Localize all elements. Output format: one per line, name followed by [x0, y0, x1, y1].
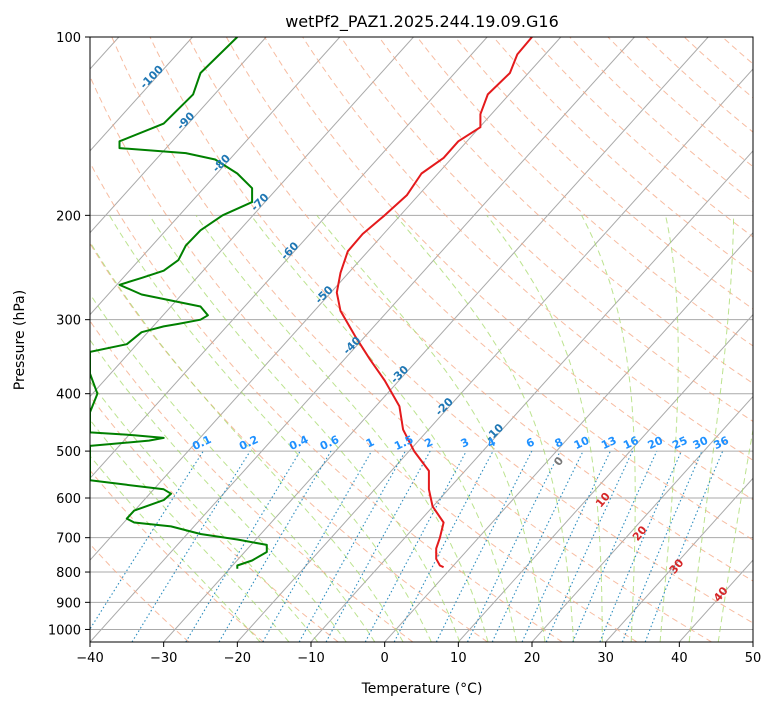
moist-adiabat-4 — [108, 215, 432, 642]
dry-adiabat-80 — [264, 37, 753, 501]
moist-adiabat--20 — [90, 455, 261, 642]
moist-adiabat-0 — [90, 241, 404, 642]
moist-adiabat-44 — [717, 427, 753, 642]
dry-adiabat-140 — [493, 37, 753, 274]
axes: −40 −30 −20 −10 0 10 20 30 40 50 1000 900 800 700 600 5… — [48, 31, 761, 666]
isotherm--90 — [90, 37, 267, 234]
x-tick-label: 10 — [450, 651, 467, 666]
plot-frame — [89, 36, 754, 643]
mixing-ratio-line-15 — [599, 450, 682, 642]
mixing-ratio-line-13 — [545, 450, 633, 642]
dry-adiabat-70 — [225, 37, 753, 541]
dry-adiabat-50 — [149, 37, 753, 624]
y-axis-label: Pressure (hPa) — [12, 290, 28, 390]
mixing-ratio-line-12 — [521, 450, 611, 642]
mixing-ratio-label: 16 — [621, 434, 641, 452]
x-tick-label: −30 — [150, 651, 177, 666]
moist-adiabat--8 — [90, 339, 347, 642]
mixing-ratio-label: 13 — [599, 434, 618, 452]
isotherm--60 — [90, 37, 488, 480]
dry-adiabat-0 — [90, 320, 414, 642]
dry-adiabat-20 — [90, 161, 563, 642]
x-tick-label: 50 — [745, 651, 762, 666]
y-tick-label: 800 — [56, 566, 81, 581]
x-tick-label: 0 — [381, 651, 389, 666]
dry-adiabat-40 — [111, 37, 712, 642]
isotherm--70 — [90, 37, 414, 398]
dewpoint-profile-line — [90, 37, 268, 569]
mixing-ratio-line-2 — [185, 450, 301, 642]
y-tick-label: 1000 — [48, 623, 81, 638]
x-tick-label: 40 — [671, 651, 688, 666]
mixing-ratio-line-6 — [325, 450, 431, 642]
profile-lines — [90, 37, 533, 569]
moist-adiabat-28 — [486, 214, 603, 642]
mixing-ratio-line-3 — [218, 450, 332, 642]
isotherm-0 — [384, 231, 753, 642]
isotherm--10 — [310, 150, 753, 642]
isotherm--100 — [90, 37, 193, 152]
mixing-ratio-label: 36 — [712, 434, 732, 452]
moist-adiabat-32 — [581, 215, 636, 642]
mixing-ratio-line-4 — [262, 450, 373, 642]
moist-adiabat-8 — [148, 215, 461, 642]
moist-adiabat-24 — [395, 214, 575, 642]
y-tick-label: 500 — [56, 445, 81, 460]
background-lines — [90, 37, 753, 642]
moist-adiabat-12 — [195, 215, 489, 642]
dry-adiabat--10 — [90, 395, 339, 642]
isotherm--80 — [90, 37, 341, 316]
x-tick-label: −10 — [297, 651, 324, 666]
mixing-ratio-line-16 — [621, 450, 703, 642]
mixing-ratio-label: 20 — [646, 434, 666, 452]
mixing-ratio-label: 10 — [572, 434, 592, 452]
moist-adiabat--16 — [90, 419, 290, 642]
x-axis-label: Temperature (°C) — [361, 681, 483, 697]
y-tick-label: 600 — [56, 492, 81, 507]
moist-adiabat--4 — [90, 293, 376, 642]
y-tick-label: 700 — [56, 532, 81, 547]
mixing-ratio-label: 25 — [670, 434, 689, 452]
isotherm--40 — [90, 37, 635, 642]
mixing-ratio-line-10 — [467, 450, 561, 642]
mixing-ratio-label: 30 — [691, 434, 711, 452]
isotherm--50 — [90, 37, 562, 561]
y-tick-label: 200 — [56, 209, 81, 224]
moist-adiabat-20 — [316, 214, 546, 642]
dry-adiabat-10 — [90, 242, 488, 642]
x-tick-label: 30 — [597, 651, 614, 666]
dry-adiabat-110 — [378, 37, 753, 385]
y-tick-label: 100 — [56, 31, 81, 46]
isotherm-20 — [531, 395, 753, 642]
dry-adiabat-130 — [454, 37, 753, 310]
mixing-ratio-line-0 — [90, 450, 204, 631]
isotherm--20 — [236, 68, 753, 642]
y-tick-label: 900 — [56, 596, 81, 611]
x-tick-label: −20 — [224, 651, 251, 666]
chart-title: wetPf2_PAZ1.2025.244.19.09.G16 — [285, 12, 559, 32]
mixing-ratio-line-1 — [131, 450, 251, 642]
temperature-profile-line — [335, 37, 533, 569]
dry-adiabat-100 — [340, 37, 753, 423]
moist-adiabat-40 — [688, 215, 735, 642]
dry-adiabat-170 — [607, 37, 753, 168]
y-tick-label: 400 — [56, 388, 81, 403]
dry-adiabat-120 — [416, 37, 753, 347]
mixing-ratio-line-5 — [298, 450, 406, 642]
dry-adiabat-60 — [187, 37, 753, 582]
x-tick-label: 20 — [524, 651, 541, 666]
isotherm--30 — [163, 37, 709, 642]
x-tick-label: −40 — [76, 651, 103, 666]
isotherm-10 — [457, 313, 753, 642]
y-tick-label: 300 — [56, 314, 81, 329]
isotherm-30 — [605, 477, 753, 642]
moist-adiabat-36 — [659, 215, 679, 642]
mixing-ratio-line-11 — [491, 450, 584, 642]
